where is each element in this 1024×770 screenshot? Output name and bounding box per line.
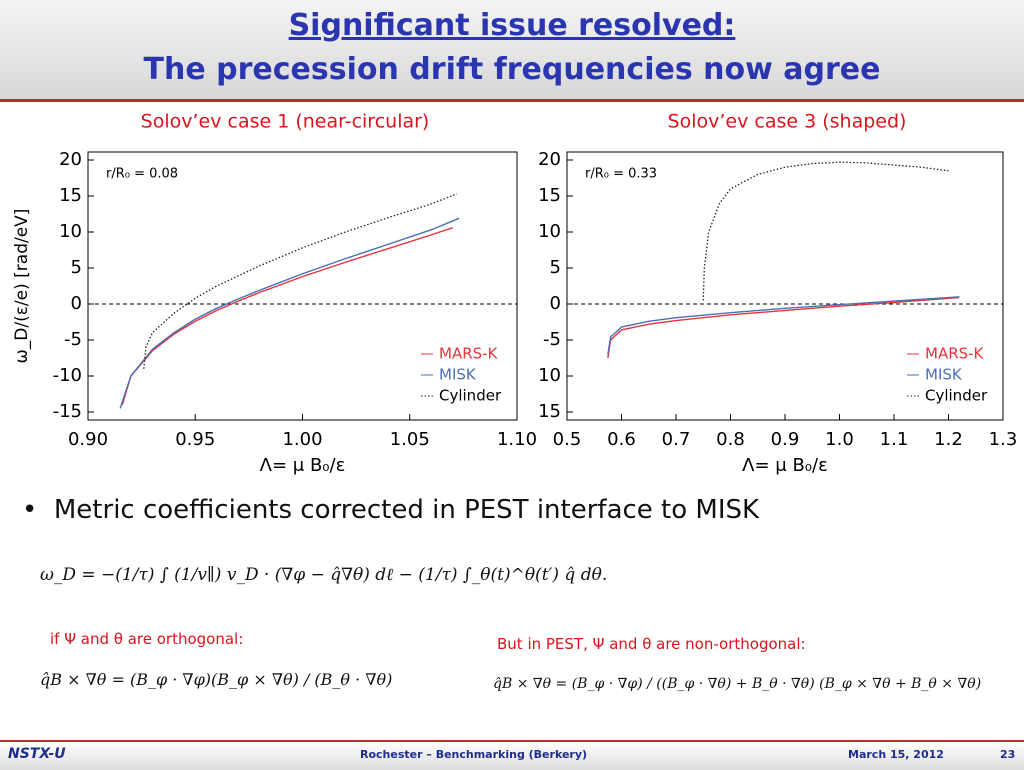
title-line: The precession drift frequencies now agr… — [143, 52, 881, 87]
x-tick-label: 0.9 — [771, 429, 800, 450]
chart-title: Solov’ev case 3 (shaped) — [668, 111, 907, 133]
equation: q̂B × ∇θ = (B_φ · ∇φ) / ((B_φ · ∇θ) + B_… — [493, 676, 982, 692]
chart-title: Solov’ev case 1 (near-circular) — [141, 111, 430, 133]
legend-label: MARS-K — [439, 345, 499, 363]
y-tick-label: 0 — [71, 293, 82, 314]
series-line — [143, 193, 458, 369]
note: But in PEST, Ψ and θ are non-orthogonal: — [497, 635, 806, 653]
bullet-text: Metric coefficients corrected in PEST in… — [53, 495, 760, 525]
series-line — [119, 217, 460, 409]
y-tick-label: 0 — [550, 293, 561, 314]
y-tick-label: 10 — [59, 221, 82, 242]
equation: ω_D = −(1/τ) ∫ (1/v∥) v_D · (∇φ − q̂∇θ) … — [40, 565, 608, 585]
x-tick-label: 0.6 — [607, 429, 636, 450]
x-tick-label: 1.05 — [390, 429, 430, 450]
annotation: r/R₀ = 0.33 — [585, 167, 657, 182]
x-tick-label: 0.8 — [716, 429, 745, 450]
y-tick-label: 5 — [71, 257, 82, 278]
y-tick-label: -5 — [64, 329, 82, 350]
footer-date: March 15, 2012 — [848, 748, 944, 761]
x-tick-label: 0.7 — [662, 429, 691, 450]
x-tick-label: 0.90 — [68, 429, 108, 450]
x-tick-label: 0.95 — [175, 429, 215, 450]
x-tick-label: 1.00 — [282, 429, 322, 450]
footer: NSTX-U Rochester – Benchmarking (Berkery… — [0, 740, 1024, 770]
x-tick-label: 1.10 — [497, 429, 537, 450]
legend-label: MISK — [439, 366, 477, 384]
series-line — [702, 161, 949, 301]
x-tick-label: 1.0 — [825, 429, 854, 450]
x-tick-label: 1.2 — [934, 429, 963, 450]
y-tick-label: 5 — [550, 257, 561, 278]
legend-label: MARS-K — [925, 345, 985, 363]
x-tick-label: 1.1 — [880, 429, 909, 450]
bullet: • Metric coefficients corrected in PEST … — [22, 495, 760, 525]
y-tick-label: -15 — [53, 401, 82, 422]
annotation: r/R₀ = 0.08 — [106, 167, 178, 182]
footer-center: Rochester – Benchmarking (Berkery) — [360, 748, 588, 761]
legend-label: Cylinder — [439, 387, 502, 405]
y-tick-label: 15 — [538, 185, 561, 206]
series-line — [607, 296, 960, 359]
series-line — [121, 227, 453, 405]
note: if Ψ and θ are orthogonal: — [50, 630, 244, 648]
y-tick-label: 10 — [538, 365, 561, 386]
page-number: 23 — [1000, 748, 1016, 761]
title-line: Significant issue resolved: — [288, 8, 736, 43]
y-tick-label: -10 — [53, 365, 82, 386]
x-tick-label: 0.5 — [553, 429, 582, 450]
x-axis-label: Λ= μ B₀/ε — [742, 455, 828, 476]
equation: q̂B × ∇θ = (B_φ · ∇φ)(B_φ × ∇θ) / (B_θ ·… — [40, 670, 393, 689]
legend-label: Cylinder — [925, 387, 988, 405]
charts: Solov’ev case 1 (near-circular) r/R₀ = 0.… — [12, 111, 1018, 477]
y-tick-label: 20 — [59, 149, 82, 170]
header: Significant issue resolved: The precessi… — [0, 0, 1024, 102]
logo: NSTX-U — [8, 746, 66, 762]
y-tick-label: 15 — [59, 185, 82, 206]
y-tick-label: 20 — [538, 149, 561, 170]
x-tick-label: 1.3 — [989, 429, 1018, 450]
y-axis-label: ω_D/(ε/e) [rad/eV] — [12, 209, 32, 364]
y-tick-label: 15 — [538, 401, 561, 422]
y-tick-label: 10 — [538, 221, 561, 242]
legend-label: MISK — [925, 366, 963, 384]
y-tick-label: -5 — [543, 329, 561, 350]
x-axis-label: Λ= μ B₀/ε — [260, 455, 346, 476]
series-line — [607, 296, 960, 355]
